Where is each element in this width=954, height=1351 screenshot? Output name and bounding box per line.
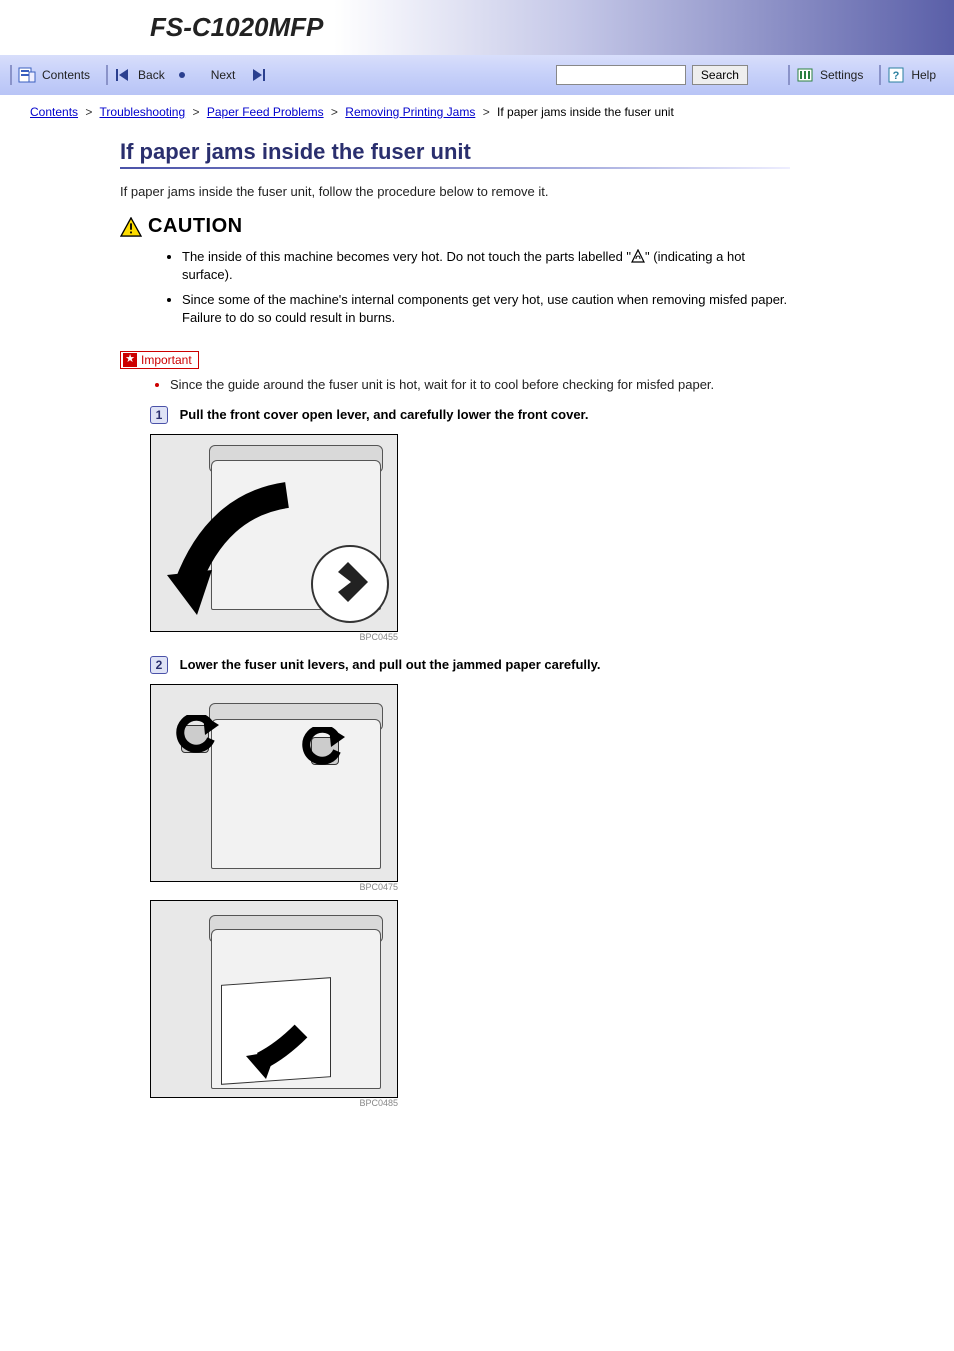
caution-item: Since some of the machine's internal com…	[182, 291, 790, 327]
dot-icon	[179, 72, 185, 78]
important-badge: ★ Important	[120, 351, 199, 369]
next-label[interactable]: Next	[211, 68, 236, 82]
breadcrumb-sep: >	[85, 105, 92, 119]
step: 1 Pull the front cover open lever, and c…	[150, 406, 790, 424]
toolbar-separator	[788, 65, 790, 85]
help-icon[interactable]: ?	[887, 66, 905, 84]
hot-surface-icon	[631, 249, 645, 263]
important-list: Since the guide around the fuser unit is…	[120, 377, 790, 392]
figure: BPC0475	[150, 684, 398, 892]
step-number: 1	[150, 406, 168, 424]
breadcrumb-sep: >	[483, 105, 490, 119]
figure-image	[150, 900, 398, 1098]
title-rule	[120, 167, 790, 169]
back-label[interactable]: Back	[138, 68, 165, 82]
breadcrumb-contents[interactable]: Contents	[30, 105, 78, 119]
search-button[interactable]: Search	[692, 65, 748, 85]
search-input[interactable]	[556, 65, 686, 85]
page-title: If paper jams inside the fuser unit	[120, 139, 790, 165]
figure-id: BPC0485	[150, 1098, 398, 1108]
step-text: Pull the front cover open lever, and car…	[180, 407, 589, 422]
breadcrumb: Contents > Troubleshooting > Paper Feed …	[0, 95, 954, 125]
step-number: 2	[150, 656, 168, 674]
important-box: ★ Important Since the guide around the f…	[120, 345, 790, 392]
settings-label[interactable]: Settings	[820, 68, 863, 82]
breadcrumb-current: If paper jams inside the fuser unit	[497, 105, 674, 119]
model-title: FS-C1020MFP	[150, 12, 323, 43]
settings-icon[interactable]	[796, 66, 814, 84]
caution-heading: CAUTION	[120, 215, 790, 238]
figure-id: BPC0475	[150, 882, 398, 892]
first-icon[interactable]	[114, 66, 132, 84]
breadcrumb-troubleshooting[interactable]: Troubleshooting	[100, 105, 186, 119]
breadcrumb-sep: >	[331, 105, 338, 119]
figure-image	[150, 434, 398, 632]
contents-label[interactable]: Contents	[42, 68, 90, 82]
intro-text: If paper jams inside the fuser unit, fol…	[120, 183, 790, 201]
caution-text-prefix: The inside of this machine becomes very …	[182, 249, 631, 264]
content: If paper jams inside the fuser unit If p…	[0, 139, 820, 1152]
breadcrumb-sep: >	[192, 105, 199, 119]
next-icon[interactable]	[249, 66, 267, 84]
toolbar-separator	[879, 65, 881, 85]
figure: BPC0485	[150, 900, 398, 1108]
toolbar: Contents Back Next Search Settings ? Hel…	[0, 55, 954, 95]
figure-image	[150, 684, 398, 882]
header-bar: FS-C1020MFP	[0, 0, 954, 55]
breadcrumb-removing[interactable]: Removing Printing Jams	[345, 105, 475, 119]
breadcrumb-paperfeed[interactable]: Paper Feed Problems	[207, 105, 324, 119]
figure: BPC0455	[150, 434, 398, 642]
caution-label: CAUTION	[148, 215, 243, 238]
help-label[interactable]: Help	[911, 68, 936, 82]
star-icon: ★	[123, 353, 137, 367]
contents-icon[interactable]	[18, 66, 36, 84]
figure-id: BPC0455	[150, 632, 398, 642]
caution-item: The inside of this machine becomes very …	[182, 248, 790, 284]
warning-triangle-icon	[120, 217, 142, 237]
caution-box: CAUTION The inside of this machine becom…	[120, 215, 790, 327]
svg-text:?: ?	[893, 70, 900, 82]
important-label: Important	[141, 353, 192, 367]
step: 2 Lower the fuser unit levers, and pull …	[150, 656, 790, 674]
toolbar-separator	[10, 65, 12, 85]
toolbar-separator	[106, 65, 108, 85]
caution-list: The inside of this machine becomes very …	[120, 248, 790, 327]
step-text: Lower the fuser unit levers, and pull ou…	[180, 657, 601, 672]
important-item: Since the guide around the fuser unit is…	[170, 377, 790, 392]
